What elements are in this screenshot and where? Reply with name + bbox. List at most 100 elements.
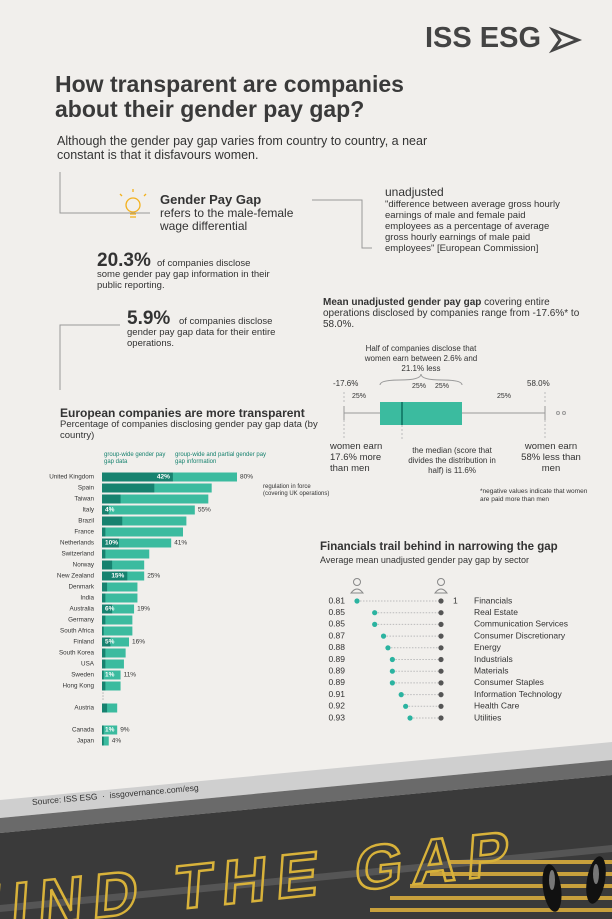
category-label: Real Estate: [474, 607, 518, 617]
reference-dot: [438, 680, 444, 686]
definition: "difference between average gross hourly…: [385, 199, 560, 254]
category-label: Consumer Staples: [474, 677, 544, 687]
category-label: France: [74, 529, 94, 536]
bar: [102, 703, 108, 713]
dot: [407, 715, 413, 721]
bar: [102, 483, 155, 493]
value-label: 0.81: [328, 595, 345, 605]
reference-dot: [438, 645, 444, 651]
bar: [102, 626, 133, 636]
value-label: 0.92: [328, 701, 345, 711]
bar: [102, 659, 124, 669]
bulb-icon: [119, 189, 147, 218]
reference-dot: [438, 703, 444, 709]
dot: [380, 633, 387, 639]
bar: [102, 516, 123, 526]
value-label: 55%: [198, 507, 211, 514]
reference-dot: [438, 715, 444, 721]
value-label: 1%: [105, 672, 115, 679]
bar: [102, 505, 195, 515]
value-label: 0.88: [328, 642, 345, 652]
value-label: 41%: [174, 540, 187, 547]
legend-entry: group-wide gender pay gap data: [104, 452, 166, 465]
quartile-label: 25%: [497, 393, 512, 400]
platform: [0, 742, 612, 919]
max-note: women earn 58% less than men: [521, 441, 581, 474]
bar: [102, 681, 106, 691]
distribution-title: Mean unadjusted gender pay gap: [323, 297, 482, 308]
dot: [372, 621, 378, 628]
bar: [102, 593, 138, 603]
value-label: 0.89: [328, 665, 345, 675]
category-label: Taiwan: [74, 496, 94, 503]
bar: [102, 736, 109, 746]
category-label: Denmark: [68, 584, 94, 591]
quartile-label: 25%: [412, 383, 427, 390]
category-label: Financials: [474, 595, 512, 605]
bar: [102, 527, 183, 537]
category-label: Consumer Discretionary: [474, 630, 566, 640]
category-label: USA: [81, 661, 95, 668]
category-label: Canada: [72, 727, 95, 734]
value-label: 42%: [157, 474, 170, 481]
half-note: Half of companies disclose that women ea…: [364, 344, 478, 373]
bar: [102, 659, 106, 669]
value-label: 11%: [124, 672, 137, 679]
min-note: women earn 17.6% more than men: [330, 441, 383, 474]
boxplot: [343, 373, 566, 440]
definition: refers to the male-female wage different…: [160, 206, 294, 233]
term: Gender Pay Gap: [160, 192, 262, 207]
bar: [102, 736, 104, 746]
min-label: -17.6%: [333, 379, 359, 388]
bar: [102, 527, 106, 537]
category-label: Germany: [68, 617, 95, 624]
distribution-subtitle: covering entire operations disclosed by …: [323, 297, 580, 330]
bar: [102, 670, 121, 680]
category-label: South Africa: [60, 628, 94, 635]
category-label: Netherlands: [60, 540, 94, 547]
category-label: South Korea: [59, 650, 95, 657]
intro: Although the gender pay gap varies from …: [57, 134, 428, 162]
value-label: 1%: [105, 727, 115, 734]
reference-dot: [438, 668, 444, 674]
dot: [398, 692, 404, 698]
value-label: 0.87: [328, 630, 345, 640]
category-label: Norway: [73, 562, 95, 569]
value-label: 4%: [105, 507, 115, 514]
category-label: Utilities: [474, 712, 501, 722]
brace: [379, 373, 463, 386]
bar: [102, 604, 113, 614]
value-label: 25%: [147, 573, 160, 580]
bar: [102, 648, 106, 658]
bar: [102, 725, 104, 735]
bar: [102, 571, 128, 581]
title: How transparent are companies about thei…: [55, 71, 404, 122]
bar: [102, 560, 145, 570]
stat-text: of companies disclose gender pay gap dat…: [127, 316, 276, 349]
connector: [59, 324, 120, 390]
value-label: 15%: [111, 573, 124, 580]
value-label: 9%: [120, 727, 130, 734]
category-label: Information Technology: [474, 689, 562, 699]
value-label: 5%: [105, 639, 115, 646]
dot: [403, 703, 409, 709]
bar: [102, 615, 133, 625]
bar: [102, 670, 104, 680]
dot: [354, 598, 360, 604]
bar: [102, 538, 172, 548]
quartile-label: 25%: [435, 383, 450, 390]
bar: [102, 494, 121, 504]
category-label: Industrials: [474, 654, 513, 664]
reference-dot: [438, 692, 444, 698]
quartile-label: 25%: [352, 393, 367, 400]
box: [380, 402, 462, 425]
bar: [102, 615, 106, 625]
category-label: Switzerland: [61, 551, 94, 558]
annotation: regulation in force (covering UK operati…: [263, 484, 330, 497]
person-icons: [349, 578, 449, 594]
category-label: Hong Kong: [62, 683, 94, 690]
bar: [102, 703, 118, 713]
value-label: 6%: [105, 606, 115, 613]
outlier: [562, 411, 566, 415]
